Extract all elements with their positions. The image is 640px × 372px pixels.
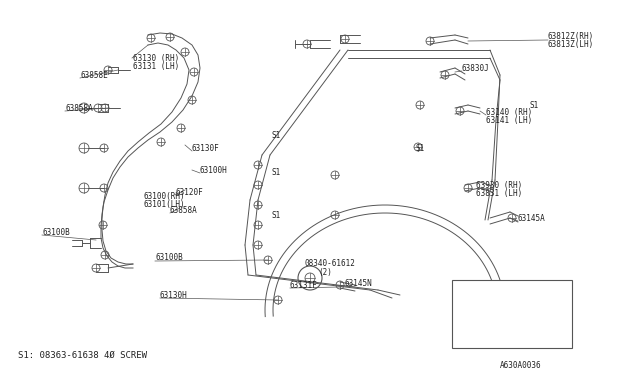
Text: 63140 (RH): 63140 (RH) bbox=[486, 108, 532, 116]
Text: S1: S1 bbox=[530, 100, 540, 109]
Text: 63130H: 63130H bbox=[160, 291, 188, 299]
Text: 63930 (RH): 63930 (RH) bbox=[476, 180, 522, 189]
Text: 63145A: 63145A bbox=[518, 214, 546, 222]
Text: 63830J: 63830J bbox=[462, 64, 490, 73]
Text: S1: S1 bbox=[272, 131, 281, 140]
FancyBboxPatch shape bbox=[452, 280, 572, 348]
Text: 63141M (LH): 63141M (LH) bbox=[456, 294, 507, 302]
Text: 63100H: 63100H bbox=[200, 166, 228, 174]
Text: 63131F: 63131F bbox=[290, 280, 317, 289]
Text: 63130F: 63130F bbox=[192, 144, 220, 153]
Text: A630A0036: A630A0036 bbox=[500, 360, 541, 369]
Text: S1: S1 bbox=[416, 144, 425, 153]
Text: 63145N: 63145N bbox=[345, 279, 372, 288]
Text: 63101(LH): 63101(LH) bbox=[143, 199, 184, 208]
Text: 63100B: 63100B bbox=[42, 228, 70, 237]
Text: S1: S1 bbox=[272, 167, 281, 176]
Text: 08340-61612: 08340-61612 bbox=[305, 259, 356, 267]
Text: 63858E: 63858E bbox=[80, 71, 108, 80]
Text: 63140M(RH): 63140M(RH) bbox=[456, 283, 502, 292]
Text: 63141 (LH): 63141 (LH) bbox=[486, 115, 532, 125]
Text: FROM JULY,'81: FROM JULY,'81 bbox=[456, 305, 516, 314]
Text: (2): (2) bbox=[318, 267, 332, 276]
Text: S1: S1 bbox=[272, 211, 281, 219]
Text: 63100B: 63100B bbox=[155, 253, 183, 263]
Text: S1: 08363-61638 4Ø SCREW: S1: 08363-61638 4Ø SCREW bbox=[18, 350, 147, 359]
Text: 63858A: 63858A bbox=[170, 205, 198, 215]
Text: 63812Z(RH): 63812Z(RH) bbox=[548, 32, 595, 41]
Text: 63100(RH): 63100(RH) bbox=[143, 192, 184, 201]
Text: 63131 (LH): 63131 (LH) bbox=[133, 61, 179, 71]
Text: 63120F: 63120F bbox=[175, 187, 203, 196]
Text: 63130 (RH): 63130 (RH) bbox=[133, 54, 179, 62]
Text: 63858A: 63858A bbox=[65, 103, 93, 112]
Text: 63813Z(LH): 63813Z(LH) bbox=[548, 39, 595, 48]
Text: 63831 (LH): 63831 (LH) bbox=[476, 189, 522, 198]
